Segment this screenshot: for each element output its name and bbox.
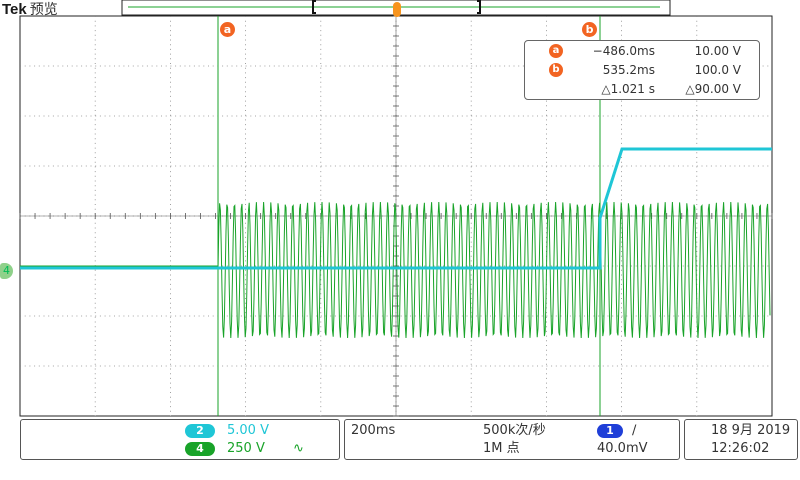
ch2-badge[interactable]: 2 [185, 424, 215, 438]
time-display: 12:26:02 [711, 441, 770, 456]
trigger-level: 40.0mV [597, 441, 648, 456]
ch4-scale: 250 V [227, 441, 265, 456]
ch4-badge[interactable]: 4 [185, 442, 215, 456]
sample-rate: 500k次/秒 [483, 423, 546, 438]
channel-panel[interactable]: 2 5.00 V 4 250 V ∿ [20, 419, 340, 460]
record-view-bracket [312, 0, 481, 14]
delta-time: △1.021 s [601, 82, 655, 96]
cursor-a-value: 10.00 V [694, 44, 741, 58]
cursor-b-value: 100.0 V [694, 63, 741, 77]
trigger-source-badge[interactable]: 1 [597, 424, 623, 438]
ch4-trace [20, 201, 771, 339]
cursor-b-tag[interactable]: b [582, 22, 597, 37]
mode-label: 预览 [29, 2, 58, 18]
trigger-position-marker[interactable] [393, 2, 401, 17]
cursor-a-tag[interactable]: a [220, 22, 235, 37]
timebase-trigger-panel[interactable]: 200ms 500k次/秒 1M 点 1 ∕ 40.0mV [344, 419, 680, 460]
cursor-a-icon: a [549, 44, 563, 58]
date-display: 18 9月 2019 [711, 423, 791, 438]
brand-name: Tek [2, 1, 27, 18]
cursor-b-icon: b [549, 63, 563, 77]
ch2-scale: 5.00 V [227, 423, 269, 438]
record-length: 1M 点 [483, 441, 520, 456]
traces [20, 147, 772, 339]
trigger-slope-icon: ∕ [632, 423, 637, 438]
delta-value: △90.00 V [685, 82, 741, 96]
timebase-scale: 200ms [351, 423, 396, 438]
ac-coupling-icon: ∿ [293, 441, 304, 456]
ch2-trace [20, 147, 772, 270]
cursor-readout: a −486.0ms 10.00 V b 535.2ms 100.0 V △1.… [524, 40, 760, 100]
datetime-panel: 18 9月 2019 12:26:02 [684, 419, 798, 460]
ch4-ground-marker[interactable]: 4 [0, 263, 13, 279]
brand-logo: Tek 预览 [2, 1, 58, 19]
cursor-b-time: 535.2ms [602, 63, 655, 77]
cursor-a-time: −486.0ms [592, 44, 655, 58]
